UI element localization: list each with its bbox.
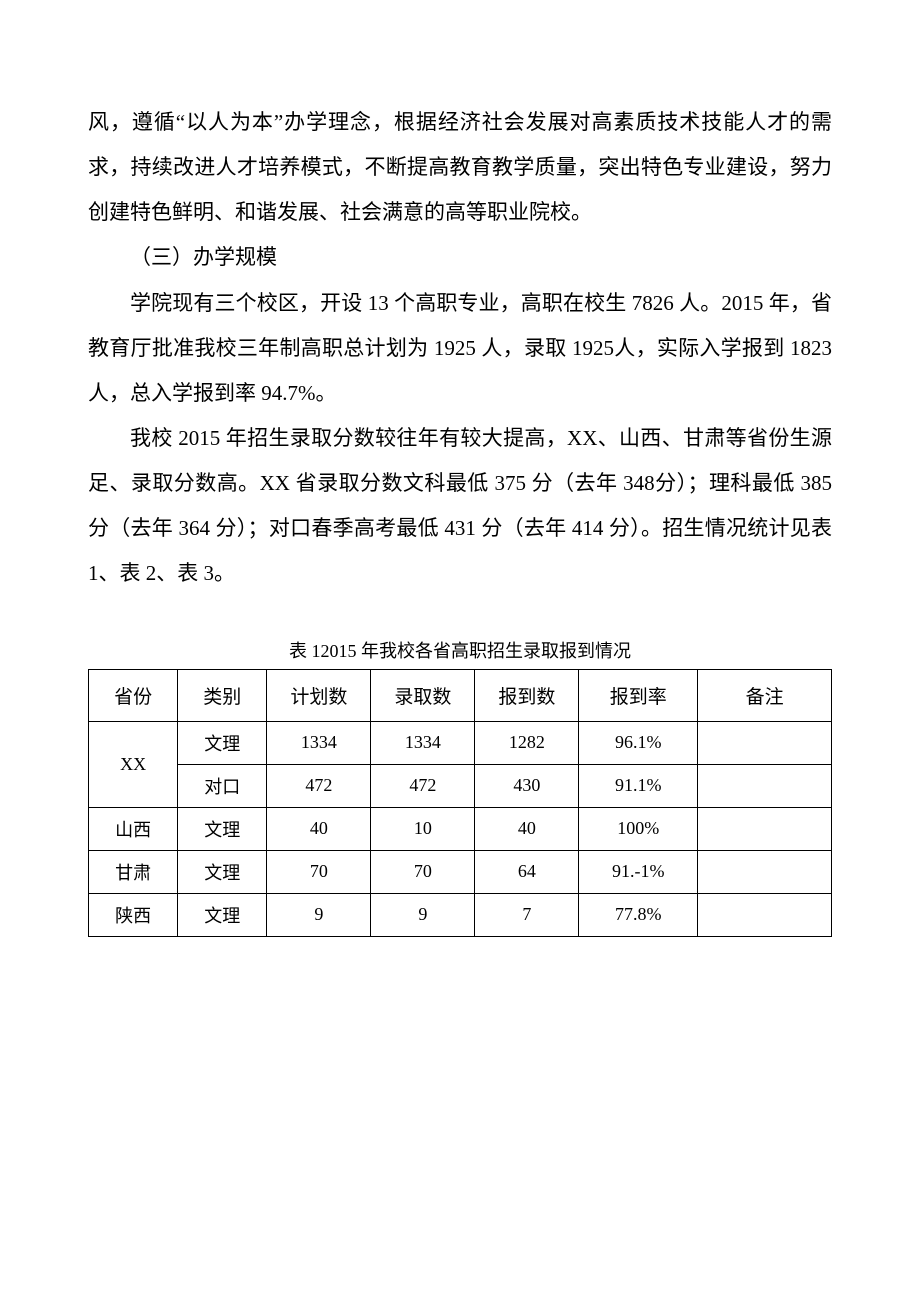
cell-note xyxy=(698,850,832,893)
section-heading: （三）办学规模 xyxy=(88,235,832,280)
cell-plan: 472 xyxy=(267,764,371,807)
cell-reported: 430 xyxy=(475,764,579,807)
header-plan: 计划数 xyxy=(267,669,371,721)
table-title: 表 12015 年我校各省高职招生录取报到情况 xyxy=(88,637,832,663)
header-reported: 报到数 xyxy=(475,669,579,721)
header-province: 省份 xyxy=(89,669,178,721)
table-header-row: 省份 类别 计划数 录取数 报到数 报到率 备注 xyxy=(89,669,832,721)
header-rate: 报到率 xyxy=(579,669,698,721)
cell-admitted: 9 xyxy=(371,893,475,936)
cell-province: 陕西 xyxy=(89,893,178,936)
cell-category: 文理 xyxy=(178,721,267,764)
cell-province: 山西 xyxy=(89,807,178,850)
cell-note xyxy=(698,807,832,850)
header-admitted: 录取数 xyxy=(371,669,475,721)
cell-rate: 91.-1% xyxy=(579,850,698,893)
cell-rate: 77.8% xyxy=(579,893,698,936)
paragraph-3: 学院现有三个校区，开设 13 个高职专业，高职在校生 7826 人。2015 年… xyxy=(88,281,832,416)
cell-category: 文理 xyxy=(178,807,267,850)
cell-category: 对口 xyxy=(178,764,267,807)
header-category: 类别 xyxy=(178,669,267,721)
cell-reported: 64 xyxy=(475,850,579,893)
cell-category: 文理 xyxy=(178,893,267,936)
paragraph-1: 风，遵循“以人为本”办学理念，根据经济社会发展对高素质技术技能人才的需求，持续改… xyxy=(88,100,832,235)
table-row: 对口 472 472 430 91.1% xyxy=(89,764,832,807)
cell-reported: 7 xyxy=(475,893,579,936)
cell-category: 文理 xyxy=(178,850,267,893)
cell-reported: 1282 xyxy=(475,721,579,764)
cell-province: 甘肃 xyxy=(89,850,178,893)
table-row: XX 文理 1334 1334 1282 96.1% xyxy=(89,721,832,764)
cell-admitted: 1334 xyxy=(371,721,475,764)
cell-admitted: 10 xyxy=(371,807,475,850)
table-row: 陕西 文理 9 9 7 77.8% xyxy=(89,893,832,936)
cell-admitted: 472 xyxy=(371,764,475,807)
cell-note xyxy=(698,721,832,764)
cell-reported: 40 xyxy=(475,807,579,850)
cell-rate: 100% xyxy=(579,807,698,850)
cell-rate: 91.1% xyxy=(579,764,698,807)
table-row: 甘肃 文理 70 70 64 91.-1% xyxy=(89,850,832,893)
cell-note xyxy=(698,893,832,936)
admission-table: 省份 类别 计划数 录取数 报到数 报到率 备注 XX 文理 1334 1334… xyxy=(88,669,832,937)
cell-note xyxy=(698,764,832,807)
cell-province: XX xyxy=(89,721,178,807)
table-row: 山西 文理 40 10 40 100% xyxy=(89,807,832,850)
cell-plan: 70 xyxy=(267,850,371,893)
cell-plan: 1334 xyxy=(267,721,371,764)
cell-rate: 96.1% xyxy=(579,721,698,764)
cell-plan: 40 xyxy=(267,807,371,850)
document-page: 风，遵循“以人为本”办学理念，根据经济社会发展对高素质技术技能人才的需求，持续改… xyxy=(0,0,920,1302)
header-note: 备注 xyxy=(698,669,832,721)
cell-admitted: 70 xyxy=(371,850,475,893)
paragraph-4: 我校 2015 年招生录取分数较往年有较大提高，XX、山西、甘肃等省份生源足、录… xyxy=(88,416,832,597)
cell-plan: 9 xyxy=(267,893,371,936)
